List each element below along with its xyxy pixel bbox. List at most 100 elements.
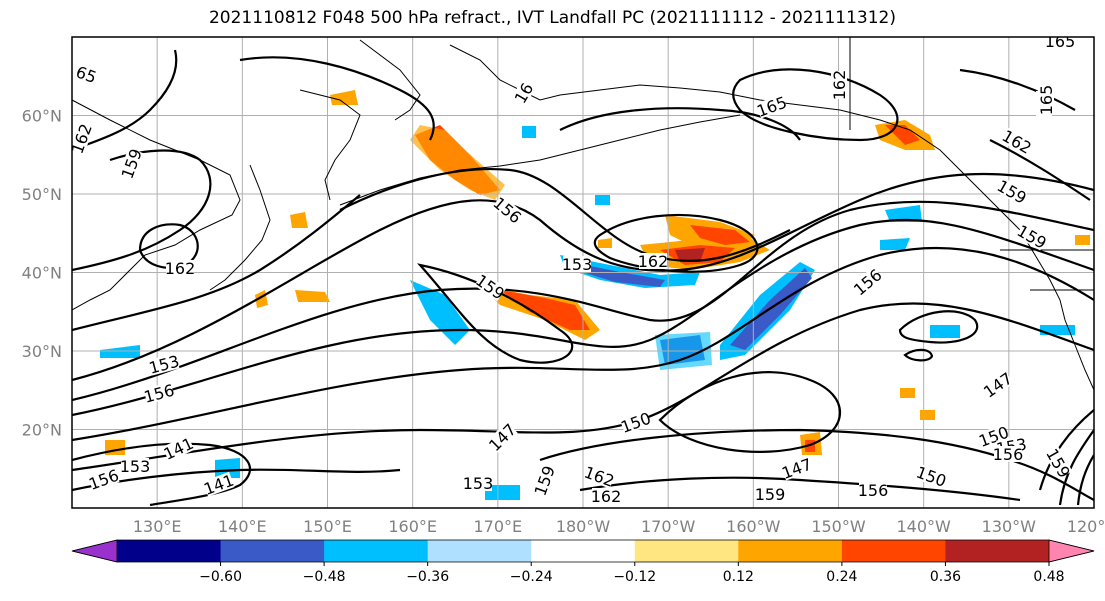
lon-tick-label: 170°E [474,517,523,536]
contour-line [72,172,1094,382]
coastline-chukotka [359,39,421,121]
latitude-tick-labels: 20°N 30°N 40°N 50°N 60°N [22,107,62,440]
contour-label-text: 159 [755,485,786,504]
contour-label-bg [619,409,652,435]
negative-anomaly-patch [930,325,960,338]
lon-tick-label: 120°W [1067,517,1105,536]
contour-label-bg [831,71,847,99]
colorbar-segment [220,540,325,562]
colorbar-segment [945,540,1050,562]
contour-label: 156 [993,445,1024,464]
contour-label-bg [143,381,175,405]
contour-line [959,68,1091,201]
contour-label-bg [148,352,180,376]
contour-label: 153 [463,474,494,493]
contour-label-bg [531,464,557,497]
contour-label-text: 165 [1037,85,1056,116]
contour-label-bg [1044,446,1073,480]
negative-anomaly-patch [522,126,536,138]
colorbar-tick-label: −0.12 [613,569,656,585]
negative-anomaly-patch [570,262,665,287]
contour-line [138,223,199,269]
contour-label-bg [1000,127,1034,156]
colorbar-tick-labels: −0.60 −0.48 −0.36 −0.24 −0.12 0.12 0.24 0.36 0.4… [199,562,1065,585]
contour-label-bg [72,122,94,155]
colorbar-tick-label: −0.48 [303,569,346,585]
colorbar-tick-label: 0.36 [930,569,961,585]
contour-label-bg [639,253,667,269]
contour-label: 159 [755,485,786,504]
contour-line [72,194,361,332]
contour-label-bg [1015,222,1049,251]
state-border [1000,249,1094,291]
contour-label: 153 [120,457,151,476]
contour-label-bg [755,93,788,119]
contour-label: 156 [858,481,889,500]
contour-label-bg [486,421,518,453]
contour-line [539,428,1094,501]
contour-label-bg [981,370,1014,400]
colorbar-tick-label: −0.24 [510,569,553,585]
contour-label-text: 162 [638,252,669,271]
contour-label-bg [915,463,948,489]
contour-label-bg [202,471,235,497]
contour-label-text: 153 [120,457,151,476]
colorbar-segment [427,540,532,562]
lat-tick-label: 20°N [22,421,62,440]
contour-label-bg [563,256,591,272]
lat-tick-label: 60°N [22,107,62,126]
contour-line [339,167,791,263]
figure-title: 2021110812 F048 500 hPa refract., IVT La… [208,8,896,28]
colorbar-extend-low [71,539,118,563]
colorbar-segment [531,540,636,562]
coastlines [72,37,1094,391]
colorbar-segment [634,540,739,562]
contour-line [903,348,934,362]
contour-label: 165 [1045,32,1076,51]
contour-label-bg [509,76,538,110]
contour-label-text: 165 [1045,32,1076,51]
contour-label-text: 153 [463,474,494,493]
coastline-asia [72,99,241,311]
contour-line [72,200,1094,402]
lat-tick-label: 50°N [22,185,62,204]
contour-label: 162 [830,70,849,101]
contour-label-bg [859,482,887,498]
lon-tick-label: 130°W [982,517,1037,536]
contour-line [72,442,251,507]
positive-anomaly-patch [675,248,705,262]
colorbar-segment [841,540,946,562]
contour-label-bg [72,61,103,87]
lon-tick-label: 150°W [811,517,866,536]
positive-anomaly-patch [500,290,590,330]
negative-anomaly-patch [885,205,922,222]
negative-anomaly-patch [485,485,520,500]
colorbar [71,539,1095,563]
contour-label-bg [474,272,507,302]
positive-anomaly-patch [598,238,612,248]
lon-tick-label: 140°E [218,517,267,536]
colorbar-tick-label: 0.48 [1033,569,1064,585]
lon-tick-label: 160°W [726,517,781,536]
height-contours [72,49,1094,507]
contour-label-bg [977,423,1010,449]
lon-tick-label: 180°W [556,517,611,536]
lat-tick-label: 40°N [22,264,62,283]
contour-label: 162 [638,252,669,271]
contour-label-bg [780,455,813,481]
contour-label-bg [464,475,492,491]
contour-line [1038,409,1094,506]
contour-label-bg [756,486,784,502]
contour-line [559,107,801,141]
contour-label-bg [851,266,884,298]
contour-line [898,310,979,344]
contour-label-bg [491,194,524,226]
contour-line [72,149,212,272]
coastline-alaska [449,44,981,191]
colorbar-segment [324,540,429,562]
contour-label-text: 156 [858,481,889,500]
positive-anomaly-patch [295,290,330,302]
contour-line [732,68,899,142]
coastline-kamchatka [299,89,361,201]
positive-anomaly-patch [330,90,358,105]
